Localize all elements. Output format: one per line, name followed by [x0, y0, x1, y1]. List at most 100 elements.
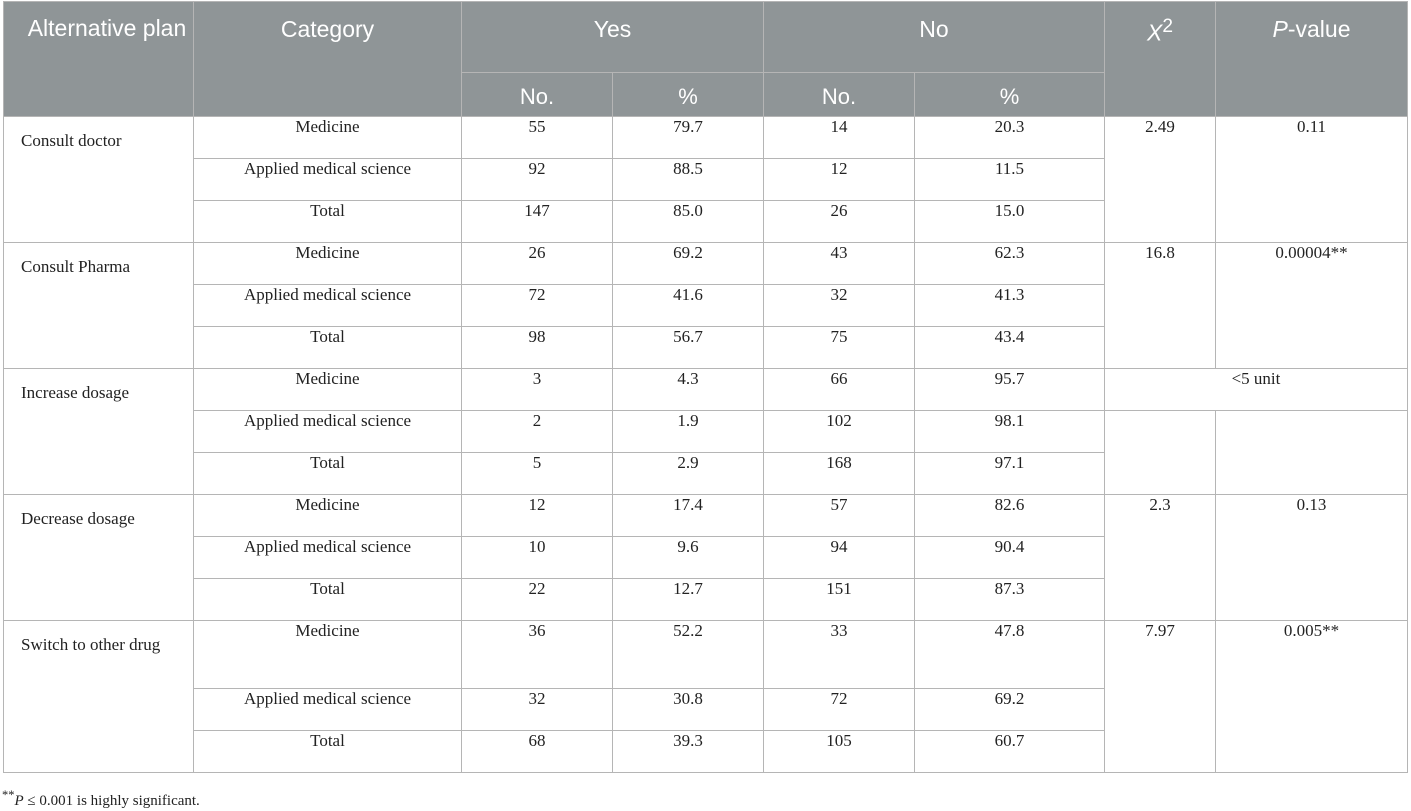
no-count-cell: 32	[763, 284, 915, 327]
p-symbol: P	[1272, 16, 1288, 42]
no-count-cell: 57	[763, 494, 915, 537]
p-value-cell: 0.13	[1215, 494, 1408, 621]
yes-count-cell: 55	[461, 116, 613, 159]
no-percent-cell: 97.1	[914, 452, 1105, 495]
category-cell: Total	[193, 730, 462, 773]
category-cell: Medicine	[193, 620, 462, 689]
yes-count-cell: 36	[461, 620, 613, 689]
yes-count-cell: 2	[461, 410, 613, 453]
table-row: Total 98 56.7 75 43.4	[4, 326, 1408, 369]
no-percent-cell: 43.4	[914, 326, 1105, 369]
no-percent-cell: 95.7	[914, 368, 1105, 411]
yes-count-cell: 3	[461, 368, 613, 411]
category-cell: Total	[193, 452, 462, 495]
plan-cell: Decrease dosage	[3, 494, 194, 621]
p-value-suffix: -value	[1287, 16, 1351, 42]
yes-count-cell: 92	[461, 158, 613, 201]
yes-percent-cell: 52.2	[612, 620, 764, 689]
category-cell: Total	[193, 326, 462, 369]
p-value-cell	[1215, 410, 1408, 495]
yes-count-cell: 72	[461, 284, 613, 327]
no-percent-cell: 60.7	[914, 730, 1105, 773]
header-chi-square: X2	[1104, 1, 1216, 117]
no-count-cell: 151	[763, 578, 915, 621]
yes-percent-cell: 12.7	[612, 578, 764, 621]
no-count-cell: 168	[763, 452, 915, 495]
no-count-cell: 66	[763, 368, 915, 411]
table-row: Switch to other drug Medicine 36 52.2 33…	[3, 620, 1408, 773]
p-value-cell: 0.00004**	[1215, 242, 1408, 369]
no-percent-cell: 82.6	[914, 494, 1105, 537]
no-percent-cell: 69.2	[914, 688, 1105, 731]
no-count-cell: 43	[763, 242, 915, 285]
table-row: Consult doctor Medicine 55 79.7 14 20.3 …	[3, 116, 1408, 243]
yes-percent-cell: 2.9	[612, 452, 764, 495]
no-count-cell: 12	[763, 158, 915, 201]
yes-count-cell: 68	[461, 730, 613, 773]
category-cell: Medicine	[193, 116, 462, 159]
category-cell: Total	[193, 200, 462, 243]
no-count-cell: 33	[763, 620, 915, 689]
no-count-cell: 14	[763, 116, 915, 159]
yes-percent-cell: 1.9	[612, 410, 764, 453]
merged-stat-cell: <5 unit	[1104, 368, 1408, 411]
table-row: Applied medical science 72 41.6 32 41.3	[4, 284, 1408, 327]
yes-percent-cell: 41.6	[612, 284, 764, 327]
chi-superscript: 2	[1162, 16, 1173, 37]
category-cell: Applied medical science	[193, 536, 462, 579]
no-percent-cell: 87.3	[914, 578, 1105, 621]
yes-percent-cell: 39.3	[612, 730, 764, 773]
no-percent-cell: 20.3	[914, 116, 1105, 159]
no-percent-cell: 62.3	[914, 242, 1105, 285]
plan-cell: Consult Pharma	[3, 242, 194, 369]
chi-square-cell: 7.97	[1104, 620, 1216, 773]
no-count-cell: 26	[763, 200, 915, 243]
table-row: Total 147 85.0 26 15.0	[4, 200, 1408, 243]
yes-percent-cell: 88.5	[612, 158, 764, 201]
no-percent-cell: 41.3	[914, 284, 1105, 327]
no-percent-cell: 47.8	[914, 620, 1105, 689]
table-row: Applied medical science 10 9.6 94 90.4	[4, 536, 1408, 579]
category-cell: Applied medical science	[193, 284, 462, 327]
yes-count-cell: 147	[461, 200, 613, 243]
footnote-p-symbol: P	[14, 793, 24, 809]
header-no: No	[763, 1, 1105, 73]
header-category: Category	[193, 1, 462, 117]
yes-percent-cell: 9.6	[612, 536, 764, 579]
yes-percent-cell: 85.0	[612, 200, 764, 243]
chi-square-cell: 16.8	[1104, 242, 1216, 369]
chi-square-cell: 2.49	[1104, 116, 1216, 243]
no-count-cell: 105	[763, 730, 915, 773]
table-row: Applied medical science 32 30.8 72 69.2	[4, 688, 1408, 731]
no-count-cell: 94	[763, 536, 915, 579]
yes-percent-cell: 17.4	[612, 494, 764, 537]
category-cell: Applied medical science	[193, 410, 462, 453]
chi-square-cell	[1104, 410, 1216, 495]
yes-count-cell: 26	[461, 242, 613, 285]
table-row: Applied medical science 2 1.9 102 98.1	[4, 410, 1408, 495]
header-yes-percent: %	[612, 72, 764, 117]
category-cell: Medicine	[193, 494, 462, 537]
category-cell: Medicine	[193, 242, 462, 285]
yes-percent-cell: 30.8	[612, 688, 764, 731]
plan-cell: Increase dosage	[3, 368, 194, 495]
chi-square-cell: 2.3	[1104, 494, 1216, 621]
category-cell: Total	[193, 578, 462, 621]
yes-count-cell: 12	[461, 494, 613, 537]
no-count-cell: 72	[763, 688, 915, 731]
category-cell: Medicine	[193, 368, 462, 411]
yes-count-cell: 5	[461, 452, 613, 495]
yes-percent-cell: 69.2	[612, 242, 764, 285]
footnote: **P ≤ 0.001 is highly significant.	[2, 788, 200, 810]
yes-count-cell: 32	[461, 688, 613, 731]
plan-cell: Switch to other drug	[3, 620, 194, 773]
table-row: Applied medical science 92 88.5 12 11.5	[4, 158, 1408, 201]
category-cell: Applied medical science	[193, 688, 462, 731]
yes-percent-cell: 79.7	[612, 116, 764, 159]
category-cell: Applied medical science	[193, 158, 462, 201]
yes-percent-cell: 4.3	[612, 368, 764, 411]
header-alternative-plan: Alternative plan	[3, 1, 194, 117]
footnote-marker: **	[2, 788, 15, 802]
table-row: Decrease dosage Medicine 12 17.4 57 82.6…	[3, 494, 1408, 621]
p-value-cell: 0.005**	[1215, 620, 1408, 773]
